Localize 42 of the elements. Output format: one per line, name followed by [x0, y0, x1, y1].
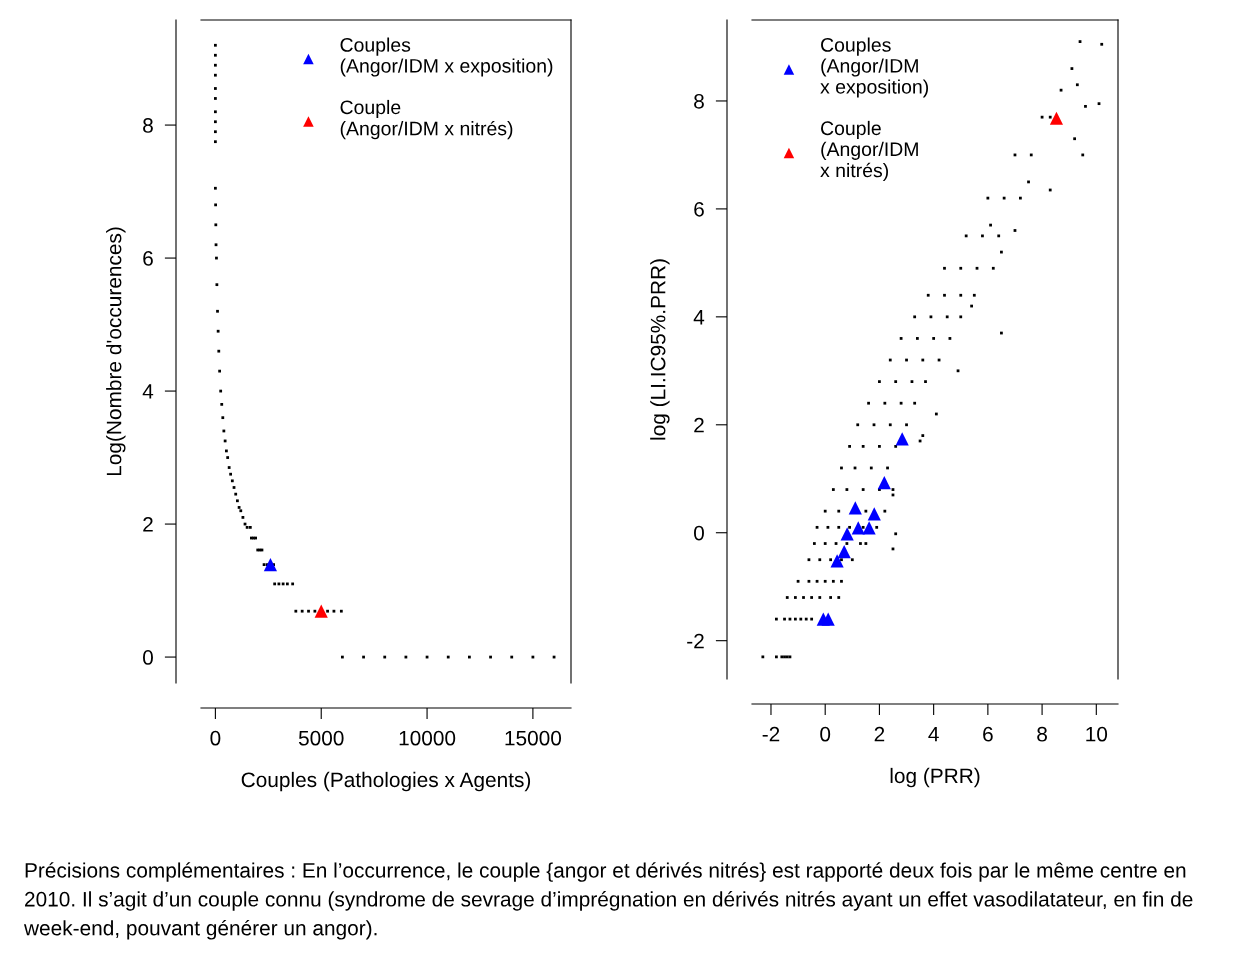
- y-tick-label: 0: [694, 525, 704, 541]
- y-tick-label: 6: [694, 201, 704, 217]
- x-axis-title: log (PRR): [890, 767, 980, 788]
- x-tick-label: 2: [874, 726, 885, 742]
- legend-label: Couple (Angor/IDM x nitrés): [340, 99, 513, 140]
- x-tick-label: 15000: [505, 730, 562, 746]
- x-tick-label: 4: [928, 726, 939, 742]
- legend-label: Couples (Angor/IDM x exposition): [820, 37, 929, 98]
- point: [862, 521, 876, 535]
- legend-label: Couples (Angor/IDM x exposition): [340, 37, 553, 77]
- x-tick-label: 0: [820, 726, 831, 742]
- y-tick-label: 4: [142, 384, 154, 399]
- point: [867, 507, 881, 521]
- legend-label: Couple (Angor/IDM x nitrés): [820, 120, 918, 182]
- x-tick-label: 10: [1086, 726, 1108, 742]
- x-tick-label: 6: [983, 726, 993, 742]
- point: [1049, 111, 1064, 125]
- point: [837, 545, 851, 559]
- y-tick-label: 2: [143, 517, 153, 532]
- point: [895, 432, 909, 446]
- y-tick-label: 0: [143, 650, 153, 665]
- y-tick-label: -2: [687, 633, 704, 649]
- x-tick-label: 10000: [399, 730, 456, 746]
- point: [821, 612, 835, 626]
- x-tick-label: -2: [762, 726, 780, 742]
- x-tick-label: 0: [210, 730, 221, 746]
- x-tick-label: 8: [1037, 726, 1047, 742]
- y-tick-label: 2: [694, 417, 704, 433]
- x-axis-title: Couples (Pathologies x Agents): [241, 771, 531, 792]
- y-tick-label: 8: [143, 118, 153, 133]
- point: [848, 501, 862, 515]
- point: [877, 475, 891, 490]
- point: [851, 521, 865, 535]
- y-tick-label: 8: [694, 93, 704, 109]
- text: Précisions complémentaires : En l’occurrence, le couple {angor et dérivés nitrés} est rapporté deux fois par le même centre en 2010. Il s’agit d’un couple connu (syndrome de sevrage d’imprégnation en dérivés nitrés ayant un effet vasodilatateur, en fin de week-end, pouvant générer un angor).: [23, 862, 1193, 940]
- x-tick-label: 5000: [298, 730, 344, 746]
- y-tick-label: 6: [143, 251, 153, 266]
- y-axis-title: log (LI.IC95%.PRR): [650, 259, 670, 440]
- point: [840, 527, 854, 541]
- point: [830, 554, 844, 568]
- y-tick-label: 4: [693, 310, 705, 325]
- y-axis-title: Log(Nombre d'occurences): [106, 227, 126, 476]
